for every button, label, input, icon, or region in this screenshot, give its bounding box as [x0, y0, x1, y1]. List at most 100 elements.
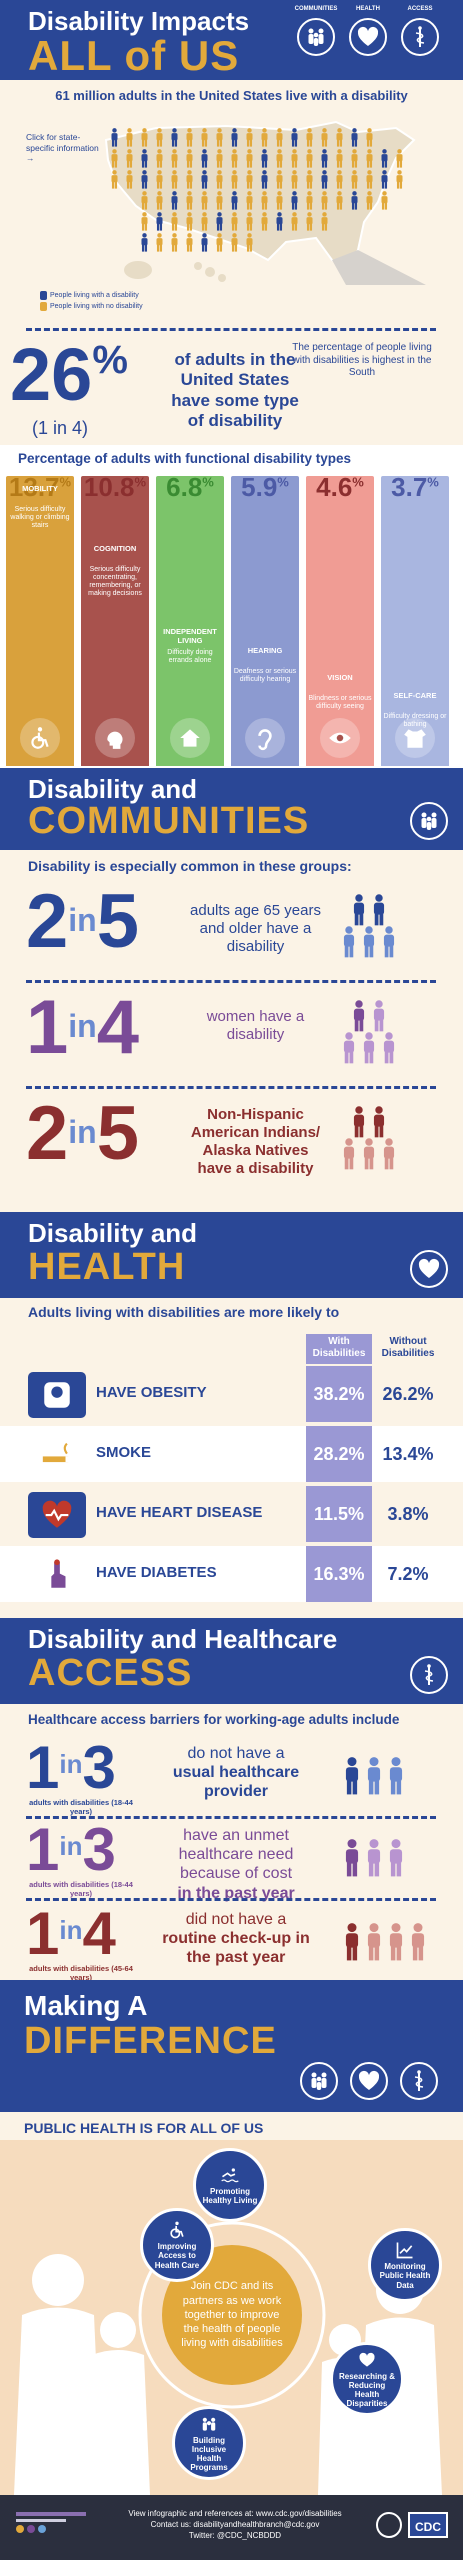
access-caduceus-icon[interactable]	[410, 1656, 448, 1694]
access-text-line1: have an unmet healthcare need because of…	[178, 1827, 294, 1883]
map-person	[365, 170, 374, 194]
map-person	[200, 128, 209, 152]
caduceus-icon[interactable]	[401, 18, 439, 56]
map-person	[395, 149, 404, 173]
access-age-note: adults with disabilities (45-64 years)	[29, 1964, 133, 1982]
map-person	[260, 212, 269, 236]
ratio-den: 5	[96, 1091, 139, 1176]
health-row: HAVE HEART DISEASE	[0, 1486, 463, 1542]
map-legend: People living with a disability People l…	[40, 290, 143, 312]
map-person	[335, 128, 344, 152]
map-people-grid	[110, 128, 410, 258]
wheelchair-access-icon	[170, 2221, 184, 2239]
group-people-icon	[340, 1106, 430, 1176]
map-click-note[interactable]: Click for state-specific information →	[26, 132, 99, 164]
center-circle: Join CDC and its partners as we work tog…	[162, 2245, 302, 2385]
access-age-note: adults with disabilities (18-44 years)	[29, 1880, 133, 1898]
map-person	[320, 128, 329, 152]
ratio-2: 1in4	[26, 990, 139, 1066]
map-person	[170, 233, 179, 257]
map-person	[305, 191, 314, 215]
ratio-1: 2in5	[26, 884, 139, 960]
map-person	[275, 212, 284, 236]
diff-heart-icon[interactable]	[350, 2062, 388, 2100]
health-row-label: HAVE HEART DISEASE	[96, 1504, 263, 1521]
footer-line3[interactable]: Twitter: @CDC_NCBDDD	[188, 2531, 282, 2541]
difference-node[interactable]: Researching & Reducing Health Disparitie…	[330, 2342, 404, 2416]
big-pct-sign: %	[92, 338, 128, 382]
ratio-num: 1	[26, 1734, 60, 1801]
cdc-logo[interactable]: CDC	[408, 2512, 448, 2538]
communities-people-icon[interactable]	[410, 802, 448, 840]
map-person	[170, 170, 179, 194]
map-person	[200, 212, 209, 236]
people-icon[interactable]	[297, 18, 335, 56]
access-band	[0, 1618, 463, 1704]
footer-line2[interactable]: Contact us: disabilityandhealthbranch@cd…	[150, 2520, 320, 2530]
ratio-in: in	[68, 1008, 97, 1044]
difference-band	[0, 1980, 463, 2112]
health-title-line1: Disability and	[28, 1218, 198, 1248]
with-disability-value: 28.2%	[306, 1426, 372, 1482]
map-person	[275, 149, 284, 173]
health-row: HAVE OBESITY	[0, 1366, 463, 1422]
ratio-den: 4	[82, 1900, 116, 1967]
map-person	[215, 128, 224, 152]
health-row: HAVE DIABETES	[0, 1546, 463, 1602]
map-person	[290, 128, 299, 152]
map-person	[200, 149, 209, 173]
group-people-icon	[340, 1000, 430, 1070]
legend-no-disability: People living with no disability	[50, 303, 143, 311]
map-person	[290, 170, 299, 194]
difference-node-label: Monitoring Public Health Data	[379, 2262, 431, 2290]
footer-line1[interactable]: View infographic and references at: www.…	[128, 2509, 342, 2518]
south-note: The percentage of people living with dis…	[292, 342, 432, 378]
difference-node-label: Improving Access to Health Care	[154, 2242, 200, 2270]
map-person	[305, 170, 314, 194]
access-title-line2: ACCESS	[28, 1652, 193, 1694]
ratio-in: in	[59, 1915, 83, 1945]
difference-node[interactable]: Monitoring Public Health Data	[368, 2228, 442, 2302]
map-person	[365, 149, 374, 173]
health-title-line2: HEALTH	[28, 1246, 186, 1288]
health-row-label: HAVE OBESITY	[96, 1384, 207, 1401]
group-divider	[26, 1086, 436, 1089]
map-person	[155, 149, 164, 173]
difference-node[interactable]: Improving Access to Health Care	[140, 2208, 214, 2282]
map-person	[305, 149, 314, 173]
map-person	[335, 170, 344, 194]
map-person	[335, 149, 344, 173]
health-heart-icon[interactable]	[410, 1250, 448, 1288]
ratio-num: 2	[26, 1091, 69, 1176]
ratio-in: in	[68, 902, 97, 938]
difference-node[interactable]: Promoting Healthy Living	[193, 2148, 267, 2222]
map-person	[155, 170, 164, 194]
communities-title-line2: COMMUNITIES	[28, 800, 310, 842]
communities-band	[0, 768, 463, 850]
access-ratio-1: 1in3	[26, 1738, 116, 1798]
access-people-icon	[344, 1754, 434, 1804]
without-disability-value: 26.2%	[382, 1384, 434, 1404]
difference-node[interactable]: Building Inclusive Health Programs	[172, 2406, 246, 2480]
heart-icon[interactable]	[349, 18, 387, 56]
with-disability-value: 38.2%	[306, 1366, 372, 1422]
map-person	[155, 191, 164, 215]
access-divider	[26, 1898, 436, 1901]
chart-icon	[396, 2242, 413, 2259]
map-person	[125, 128, 134, 152]
map-person	[185, 170, 194, 194]
map-person	[245, 170, 254, 194]
map-person	[365, 191, 374, 215]
page-title-line1: Disability Impacts	[28, 6, 250, 36]
map-person	[155, 128, 164, 152]
diff-caduceus-icon[interactable]	[400, 2062, 438, 2100]
map-person	[380, 170, 389, 194]
map-person	[170, 191, 179, 215]
difference-node-label: Promoting Healthy Living	[202, 2186, 258, 2205]
big-pct-text: of adults in the United States have some…	[171, 350, 299, 431]
access-ratio-3: 1in4	[26, 1904, 116, 1964]
map-person	[185, 212, 194, 236]
map-person	[230, 191, 239, 215]
ratio-num: 1	[26, 1900, 60, 1967]
diff-people-icon[interactable]	[300, 2062, 338, 2100]
